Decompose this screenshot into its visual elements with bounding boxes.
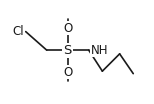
Text: NH: NH bbox=[91, 44, 108, 57]
Text: O: O bbox=[63, 22, 72, 35]
Text: S: S bbox=[64, 44, 72, 57]
Text: O: O bbox=[63, 66, 72, 79]
Text: Cl: Cl bbox=[13, 25, 24, 38]
